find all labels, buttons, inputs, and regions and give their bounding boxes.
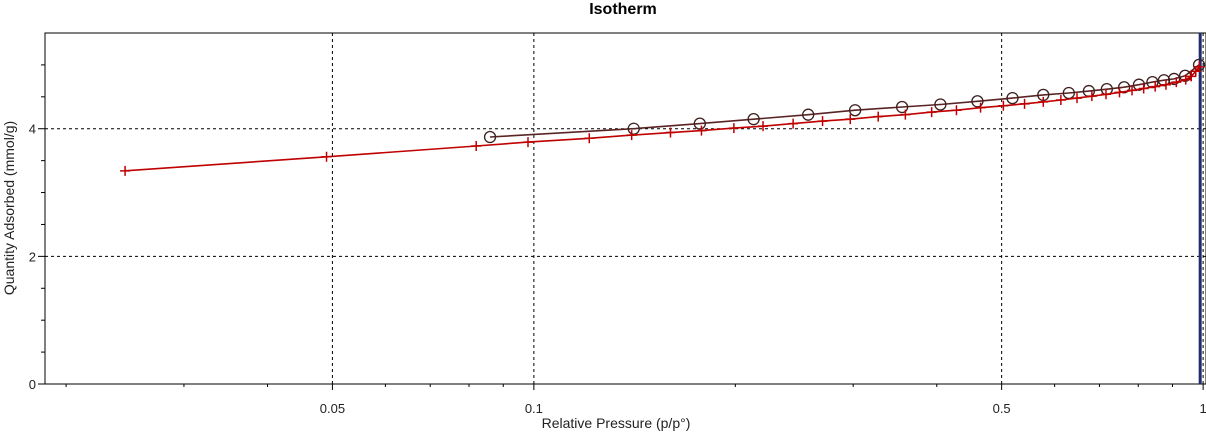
adsorption-point [1114,87,1125,98]
x-tick-label: 0.05 [320,401,345,416]
adsorption-point [900,109,911,120]
desorption-point [1006,91,1019,105]
adsorption-point [728,123,739,134]
adsorption-point [665,127,676,138]
chart-title: Isotherm [589,1,657,18]
adsorption-point [951,105,962,116]
adsorption-point [471,140,482,151]
adsorption-point [926,107,937,118]
desorption-point [934,98,947,111]
adsorption-point [998,100,1009,111]
adsorption-point [626,130,637,141]
adsorption-point [845,114,856,125]
desorption-point [1167,72,1181,86]
adsorption-point [758,121,769,132]
x-tick-label: 0.5 [993,401,1011,416]
adsorption-point [817,116,828,127]
adsorption-point [522,137,533,148]
desorption-series [483,58,1206,144]
desorption-point [747,113,760,126]
y-axis-label: Quantity Adsorbed (mmol/g) [1,121,17,295]
adsorption-point [1194,61,1205,72]
adsorption-point [321,151,332,162]
desorption-point [693,117,706,130]
y-tick-label: 0 [29,377,36,392]
adsorption-point [1055,95,1066,106]
desorption-point [483,130,497,144]
adsorption-line [125,66,1200,172]
desorption-point [848,104,862,117]
adsorption-point [1171,77,1182,88]
adsorption-point [584,133,595,144]
adsorption-point [1101,89,1112,100]
adsorption-point [1150,81,1161,92]
adsorption-point [1038,96,1049,107]
y-axis-ticks: 0 2 4 [29,122,45,392]
adsorption-series [120,61,1205,176]
x-axis-label: Relative Pressure (p/p°) [542,415,691,431]
adsorption-point [1127,85,1138,96]
grid-lines [45,33,1206,384]
adsorption-point [1160,79,1171,90]
adsorption-point [696,125,707,136]
y-tick-label: 2 [29,249,36,264]
adsorption-point [1138,83,1149,94]
series-layer [120,58,1206,176]
adsorption-point [1019,98,1030,109]
y-tick-label: 4 [29,122,36,137]
plot-frame [44,32,1206,385]
x-tick-label: 1 [1199,401,1206,416]
desorption-point [895,100,909,114]
desorption-point [971,95,984,108]
adsorption-point [873,111,884,122]
adsorption-point [788,118,799,129]
adsorption-point [975,102,986,113]
x-tick-label: 0.1 [525,401,543,416]
desorption-point [1132,78,1146,91]
adsorption-point [1180,74,1191,85]
adsorption-point [1186,71,1197,82]
adsorption-point [1072,93,1083,104]
x-axis-ticks: 0.05 0.1 0.5 1 [65,384,1206,416]
desorption-point [802,108,815,121]
adsorption-point [120,165,131,176]
y-minor-ticks [41,64,45,353]
adsorption-point [1086,91,1097,102]
desorption-line [489,64,1200,138]
